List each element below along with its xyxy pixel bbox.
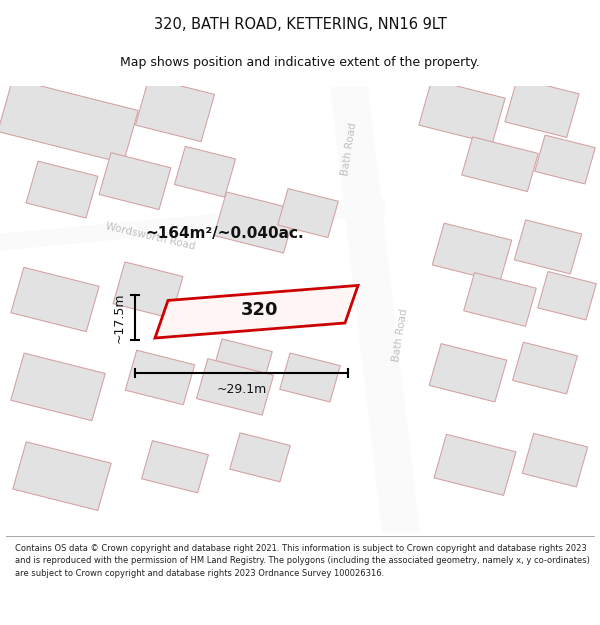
Polygon shape: [142, 441, 208, 493]
Polygon shape: [330, 86, 420, 532]
Text: Contains OS data © Crown copyright and database right 2021. This information is : Contains OS data © Crown copyright and d…: [15, 544, 590, 578]
Polygon shape: [462, 137, 538, 191]
Polygon shape: [0, 79, 138, 163]
Polygon shape: [278, 189, 338, 238]
Polygon shape: [230, 433, 290, 482]
Polygon shape: [512, 342, 577, 394]
Polygon shape: [434, 434, 516, 496]
Polygon shape: [514, 220, 582, 274]
Polygon shape: [419, 80, 505, 144]
Text: Bath Road: Bath Road: [340, 122, 358, 176]
Polygon shape: [538, 271, 596, 320]
Polygon shape: [522, 433, 588, 487]
Polygon shape: [99, 152, 171, 209]
Polygon shape: [196, 359, 274, 415]
Polygon shape: [0, 198, 385, 251]
Text: 320, BATH ROAD, KETTERING, NN16 9LT: 320, BATH ROAD, KETTERING, NN16 9LT: [154, 17, 446, 32]
Text: ~29.1m: ~29.1m: [217, 383, 266, 396]
Polygon shape: [136, 78, 215, 142]
Polygon shape: [505, 78, 579, 138]
Text: ~164m²/~0.040ac.: ~164m²/~0.040ac.: [146, 226, 304, 241]
Polygon shape: [155, 286, 358, 338]
Text: ~17.5m: ~17.5m: [113, 292, 125, 342]
Polygon shape: [13, 442, 111, 511]
Polygon shape: [113, 262, 183, 318]
Text: Wordsworth Road: Wordsworth Road: [104, 221, 196, 252]
Polygon shape: [212, 339, 272, 388]
Polygon shape: [125, 350, 194, 405]
Polygon shape: [26, 161, 98, 218]
Text: 320: 320: [241, 301, 279, 319]
Polygon shape: [464, 272, 536, 326]
Polygon shape: [175, 146, 236, 197]
Polygon shape: [214, 192, 296, 253]
Polygon shape: [11, 268, 99, 332]
Text: Map shows position and indicative extent of the property.: Map shows position and indicative extent…: [120, 56, 480, 69]
Polygon shape: [432, 223, 512, 282]
Polygon shape: [535, 135, 595, 184]
Polygon shape: [11, 353, 105, 421]
Text: Bath Road: Bath Road: [391, 308, 409, 362]
Polygon shape: [429, 344, 507, 402]
Polygon shape: [280, 353, 340, 402]
